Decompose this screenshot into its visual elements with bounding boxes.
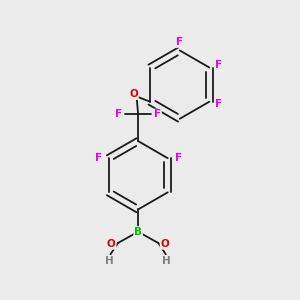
Text: B: B (134, 227, 142, 237)
Text: O: O (129, 89, 138, 99)
Text: F: F (175, 153, 182, 163)
Text: F: F (215, 99, 222, 109)
Text: F: F (215, 60, 222, 70)
Text: O: O (107, 239, 116, 249)
Text: F: F (115, 109, 122, 119)
Text: H: H (105, 256, 114, 266)
Text: F: F (154, 109, 161, 119)
Text: F: F (176, 37, 183, 47)
Text: O: O (160, 239, 169, 249)
Text: F: F (94, 153, 102, 163)
Text: H: H (162, 256, 171, 266)
